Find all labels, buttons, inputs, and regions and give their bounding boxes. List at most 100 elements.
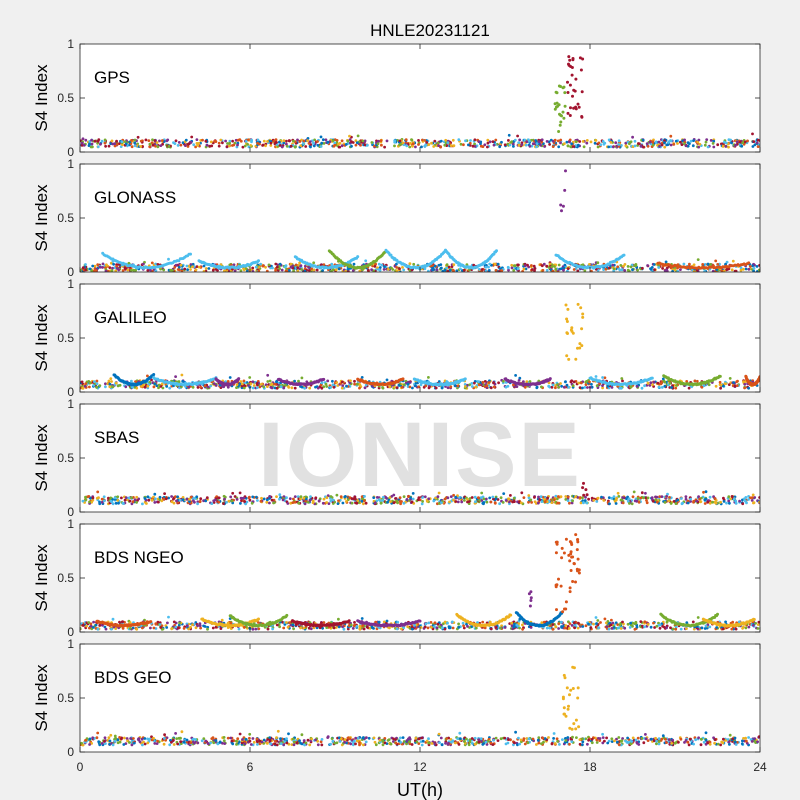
- data-point: [135, 386, 139, 390]
- data-point: [329, 386, 332, 389]
- data-point: [534, 139, 538, 142]
- data-point: [185, 264, 189, 268]
- data-point: [566, 267, 570, 270]
- data-point: [373, 265, 377, 268]
- data-point: [601, 386, 604, 390]
- data-point: [725, 260, 729, 264]
- data-point: [648, 140, 652, 144]
- data-point: [633, 139, 637, 143]
- data-point: [660, 143, 664, 147]
- data-point: [297, 264, 300, 267]
- data-point: [99, 142, 102, 146]
- data-point: [401, 266, 404, 269]
- data-point: [385, 496, 388, 500]
- data-point: [756, 138, 760, 142]
- data-point: [278, 497, 281, 501]
- data-point: [559, 141, 562, 145]
- data-point: [358, 269, 362, 272]
- data-point: [353, 379, 356, 383]
- data-point: [663, 139, 666, 143]
- data-point: [684, 497, 688, 501]
- scintillation-point: [559, 203, 563, 207]
- data-point: [621, 379, 624, 383]
- scintillation-point: [578, 346, 582, 350]
- data-point: [668, 381, 672, 385]
- data-point: [639, 496, 643, 500]
- scintillation-point: [570, 73, 574, 77]
- data-point: [550, 385, 554, 389]
- data-point: [474, 385, 478, 389]
- data-point: [728, 377, 732, 380]
- data-point: [398, 139, 402, 143]
- data-point: [178, 268, 181, 272]
- data-point: [446, 141, 450, 145]
- data-point: [146, 495, 150, 499]
- data-point: [672, 143, 676, 146]
- data-point: [242, 496, 246, 500]
- arc-point: [356, 255, 360, 259]
- data-point: [205, 496, 209, 500]
- data-point: [173, 142, 177, 146]
- data-point: [751, 132, 754, 136]
- data-point: [153, 501, 157, 504]
- data-point: [98, 500, 101, 504]
- data-point: [196, 502, 200, 506]
- data-point: [174, 139, 178, 143]
- data-point: [363, 386, 367, 390]
- y-tick-label: 0: [67, 385, 74, 399]
- data-point: [186, 268, 190, 272]
- data-point: [646, 144, 650, 148]
- data-point: [195, 265, 199, 268]
- data-point: [433, 139, 437, 143]
- data-point: [501, 501, 505, 504]
- data-point: [492, 385, 496, 389]
- data-point: [722, 269, 726, 272]
- data-point: [309, 495, 312, 498]
- data-point: [577, 381, 581, 385]
- data-point: [296, 495, 300, 499]
- data-point: [729, 381, 733, 384]
- data-point: [576, 269, 580, 272]
- data-point: [576, 143, 580, 147]
- data-point: [468, 497, 472, 500]
- data-point: [242, 386, 246, 390]
- scintillation-point: [568, 58, 572, 62]
- data-point: [158, 495, 162, 499]
- data-point: [273, 382, 277, 386]
- data-point: [96, 141, 99, 145]
- data-point: [517, 143, 521, 147]
- data-point: [477, 383, 481, 387]
- data-point: [669, 139, 673, 143]
- data-point: [266, 385, 269, 388]
- data-point: [742, 380, 745, 384]
- plot-area: [80, 44, 760, 152]
- data-point: [507, 133, 511, 137]
- data-point: [91, 264, 95, 268]
- data-point: [84, 498, 88, 502]
- data-point: [161, 386, 165, 390]
- data-point: [703, 498, 707, 502]
- data-point: [248, 376, 252, 379]
- data-point: [548, 143, 551, 146]
- data-point: [286, 502, 290, 505]
- data-point: [704, 490, 708, 494]
- data-point: [572, 380, 576, 384]
- data-point: [719, 386, 722, 390]
- data-point: [734, 269, 738, 272]
- data-point: [629, 140, 633, 144]
- data-point: [302, 139, 306, 143]
- data-point: [588, 263, 591, 266]
- data-point: [405, 144, 409, 148]
- data-point: [564, 380, 567, 384]
- data-point: [626, 499, 630, 503]
- data-point: [204, 499, 208, 503]
- data-point: [143, 497, 147, 500]
- data-point: [673, 268, 677, 272]
- arc-point: [189, 252, 192, 256]
- data-point: [362, 502, 365, 506]
- data-point: [299, 497, 302, 501]
- data-point: [355, 501, 359, 505]
- data-point: [210, 502, 214, 505]
- data-point: [282, 141, 286, 145]
